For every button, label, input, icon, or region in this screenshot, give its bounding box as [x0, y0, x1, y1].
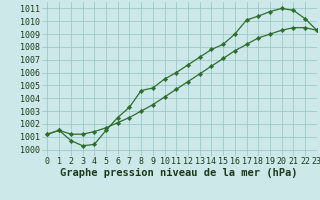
X-axis label: Graphe pression niveau de la mer (hPa): Graphe pression niveau de la mer (hPa) [60, 168, 298, 178]
